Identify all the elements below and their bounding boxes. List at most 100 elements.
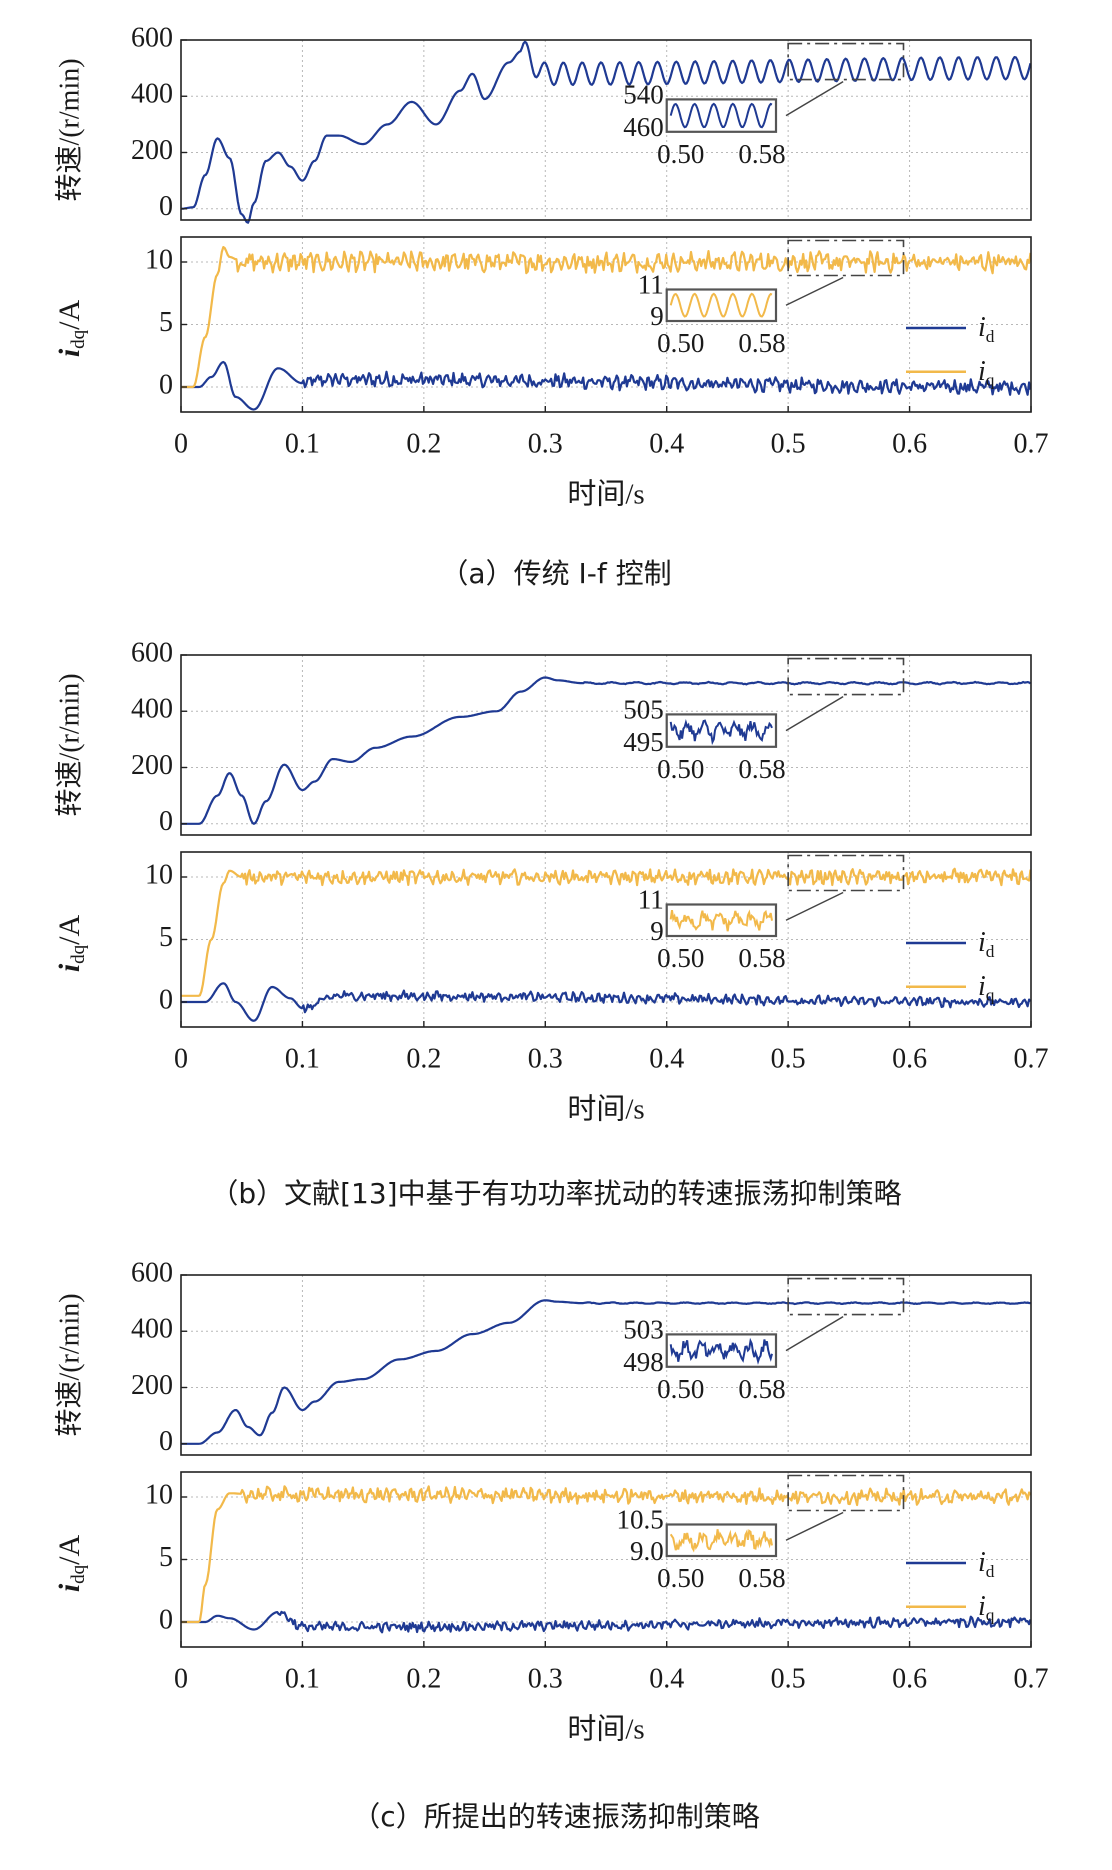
zoom-inset-box [665, 288, 778, 323]
x-tick-label: 0.2 [406, 1663, 441, 1694]
legend-label-iq: iq [978, 356, 995, 389]
y-axis-label-unit: /A [53, 1534, 86, 1564]
series-line-iq [181, 867, 1032, 997]
plot-frame [180, 1274, 1032, 1456]
y-tick-label: 0 [159, 1426, 173, 1457]
x-axis-label: 时间/s [567, 1093, 644, 1126]
inset-x-label-right: 0.58 [738, 328, 785, 358]
x-tick-label: 0.7 [1014, 1663, 1049, 1694]
panel-caption: （a）传统 I-f 控制 [440, 557, 671, 590]
zoom-inset-box [665, 713, 778, 748]
zoom-region-box [787, 239, 905, 277]
zoom-trace [669, 1337, 773, 1365]
y-tick-label: 200 [131, 750, 173, 781]
y-axis-label: idq/A [53, 914, 89, 972]
y-axis-label-base: i [53, 348, 86, 357]
y-tick-label: 0 [159, 191, 173, 222]
x-tick-label: 0.7 [1014, 1043, 1049, 1074]
legend-label-id: id [978, 1547, 995, 1580]
x-tick-label: 0.2 [406, 428, 441, 459]
plot-frame [180, 654, 1032, 836]
x-tick-label: 0.6 [892, 1663, 927, 1694]
inset-x-label-right: 0.58 [738, 139, 785, 169]
y-tick-label: 5 [159, 922, 173, 953]
zoom-inset-box [665, 98, 778, 133]
y-axis-label-sub: dq [68, 944, 89, 964]
x-tick-label: 0.5 [771, 1043, 806, 1074]
legend-label-iq: iq [978, 1591, 995, 1624]
zoom-region-box [787, 657, 905, 696]
inset-y-label-bottom: 9.0 [630, 1536, 664, 1566]
zoom-inset-box [665, 1523, 778, 1558]
y-tick-label: 200 [131, 1370, 173, 1401]
x-tick-label: 0.5 [771, 428, 806, 459]
inset-y-label-top: 11 [638, 885, 664, 915]
y-axis-label-unit: /A [53, 914, 86, 944]
legend-label-iq-base: i [978, 971, 986, 1002]
x-tick-label: 0.3 [528, 428, 563, 459]
legend-label-iq-sub: q [986, 1606, 995, 1625]
legend-label-id-sub: d [986, 327, 995, 346]
y-tick-label: 200 [131, 135, 173, 166]
zoom-trace [669, 909, 773, 932]
inset-y-label-bottom: 495 [623, 727, 664, 757]
legend-label-iq-base: i [978, 1591, 986, 1622]
current-inset: 10.59.00.50 0.58 [616, 1474, 905, 1593]
x-tick-label: 0.5 [771, 1663, 806, 1694]
zoom-trace [669, 1529, 773, 1553]
legend-label-id-base: i [978, 1547, 986, 1578]
x-tick-label: 0.4 [649, 1043, 684, 1074]
y-axis-label-base: i [53, 963, 86, 972]
x-tick-label: 0.4 [649, 428, 684, 459]
y-tick-label: 5 [159, 307, 173, 338]
legend-label-id: id [978, 927, 995, 960]
y-axis-label-sub: dq [68, 1564, 89, 1584]
inset-y-label-top: 505 [623, 695, 664, 725]
legend-label-id-sub: d [986, 1562, 995, 1581]
series-line-id [181, 982, 1032, 1022]
inset-x-label-right: 0.58 [738, 1563, 785, 1593]
inset-x-label-left: 0.50 [657, 1563, 704, 1593]
zoom-region-box [787, 1277, 905, 1316]
zoom-region-box [787, 1474, 905, 1512]
panel-caption: （c）所提出的转速振荡抑制策略 [352, 1800, 759, 1833]
x-tick-label: 0.6 [892, 428, 927, 459]
inset-y-label-bottom: 460 [623, 112, 664, 142]
y-tick-label: 400 [131, 79, 173, 110]
x-tick-label: 0.1 [285, 1043, 320, 1074]
x-tick-label: 0.7 [1014, 428, 1049, 459]
x-axis-label: 时间/s [567, 1713, 644, 1746]
y-tick-label: 400 [131, 1314, 173, 1345]
inset-y-label-bottom: 498 [623, 1347, 664, 1377]
zoom-connector [785, 891, 844, 921]
inset-x-label-left: 0.50 [657, 139, 704, 169]
y-tick-label: 600 [131, 22, 173, 53]
y-tick-label: 400 [131, 694, 173, 725]
series-line-speed [181, 1299, 1031, 1445]
inset-y-label-top: 503 [623, 1315, 664, 1345]
series-line-speed [180, 40, 1032, 224]
zoom-trace [669, 718, 773, 746]
zoom-inset-box [665, 903, 778, 938]
panel-caption: （b）文献[13]中基于有功功率扰动的转速振荡抑制策略 [210, 1177, 901, 1210]
legend-label-iq-sub: q [986, 371, 995, 390]
x-tick-label: 0.3 [528, 1663, 563, 1694]
inset-y-label-bottom: 9 [650, 916, 664, 946]
y-axis-label-sub: dq [68, 329, 89, 349]
inset-x-label-left: 0.50 [657, 1374, 704, 1404]
legend-label-id-sub: d [986, 942, 995, 961]
inset-y-label-top: 11 [638, 270, 664, 300]
y-axis-label: 转速/(r/min) [53, 1293, 85, 1436]
zoom-connector [785, 80, 844, 117]
